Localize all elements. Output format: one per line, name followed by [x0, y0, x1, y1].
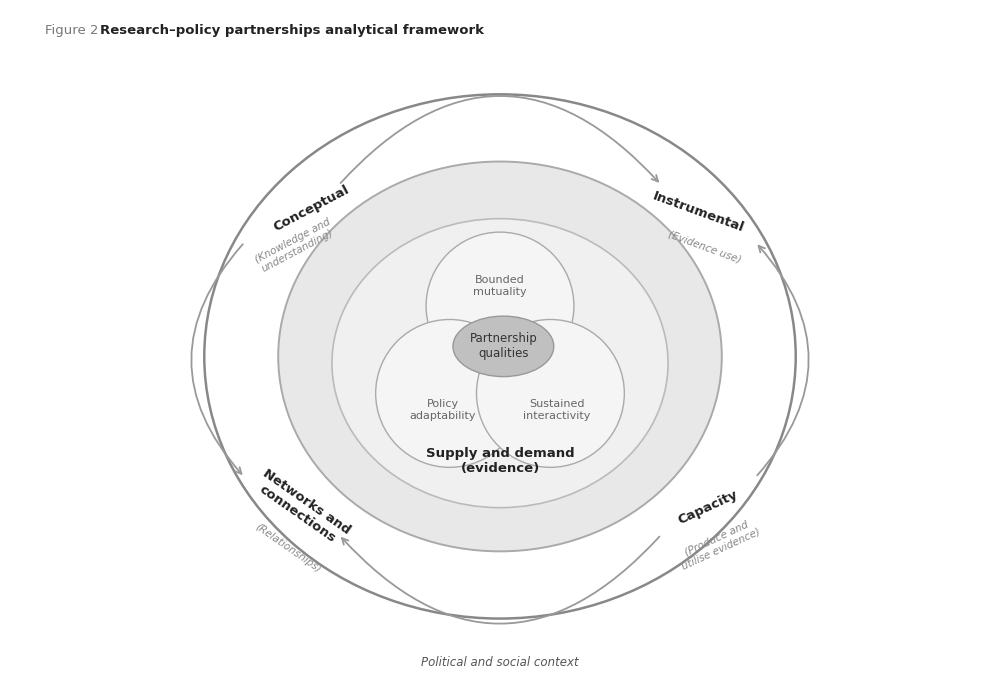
Text: Partnership
qualities: Partnership qualities [469, 332, 537, 360]
Circle shape [426, 232, 574, 380]
Text: Conceptual: Conceptual [272, 183, 352, 234]
Text: Bounded
mutuality: Bounded mutuality [473, 275, 527, 296]
Ellipse shape [332, 219, 668, 508]
Text: (Evidence use): (Evidence use) [667, 229, 743, 265]
Text: Capacity: Capacity [676, 488, 740, 527]
Ellipse shape [204, 94, 796, 619]
Text: (Produce and
utilise evidence): (Produce and utilise evidence) [675, 515, 762, 571]
Text: Political and social context: Political and social context [421, 656, 579, 669]
Circle shape [476, 320, 624, 467]
Text: (Knowledge and
understanding): (Knowledge and understanding) [253, 216, 337, 275]
Text: Figure 2: Figure 2 [45, 24, 103, 37]
Ellipse shape [453, 316, 554, 377]
Text: Networks and
connections: Networks and connections [251, 466, 352, 549]
Text: Instrumental: Instrumental [651, 189, 746, 235]
Text: Policy
adaptability: Policy adaptability [410, 399, 476, 421]
Ellipse shape [278, 161, 722, 552]
Circle shape [376, 320, 524, 467]
Text: (Relationships): (Relationships) [254, 521, 323, 574]
Text: Sustained
interactivity: Sustained interactivity [523, 399, 591, 421]
Text: Research–policy partnerships analytical framework: Research–policy partnerships analytical … [100, 24, 484, 37]
Text: Supply and demand
(evidence): Supply and demand (evidence) [426, 447, 574, 475]
